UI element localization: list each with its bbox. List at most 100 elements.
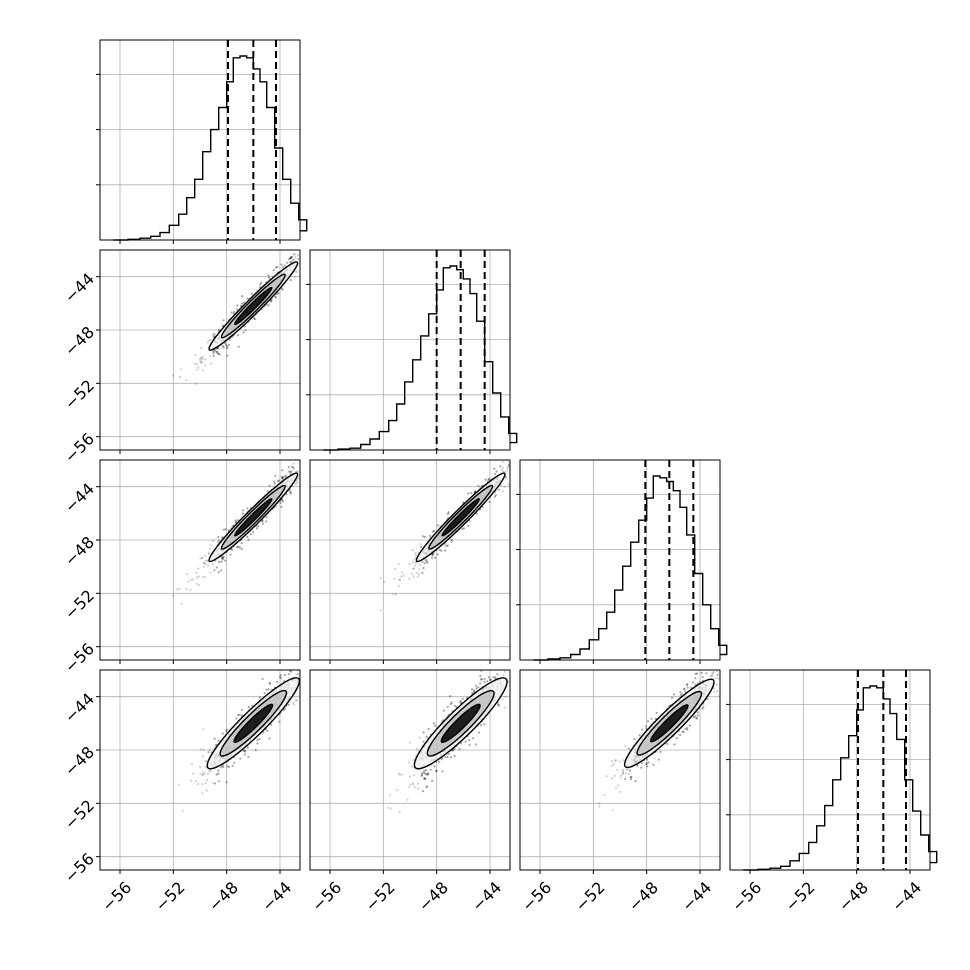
scatter-point: [709, 675, 712, 678]
scatter-point: [265, 688, 268, 691]
scatter-point: [479, 674, 482, 678]
scatter-point: [288, 489, 291, 492]
scatter-point: [630, 775, 633, 779]
scatter-point: [289, 257, 292, 260]
scatter-point: [525, 664, 527, 666]
scatter-point: [423, 777, 426, 780]
scatter-point: [249, 533, 252, 536]
scatter-point: [213, 569, 216, 572]
scatter-point: [290, 670, 293, 673]
scatter-point: [707, 664, 709, 666]
scatter-point: [693, 715, 696, 718]
scatter-point: [224, 528, 227, 531]
scatter-point: [433, 529, 436, 533]
scatter-point: [296, 672, 300, 676]
density-contour-2: [440, 703, 481, 744]
x-tick-label: −44: [888, 878, 925, 915]
scatter-point: [426, 785, 429, 788]
scatter-point: [206, 341, 209, 344]
scatter-point: [675, 737, 679, 740]
scatter-point: [226, 354, 229, 357]
scatter-point: [258, 737, 261, 741]
scatter-point: [308, 673, 310, 675]
scatter-point: [201, 556, 204, 559]
scatter-point: [529, 454, 531, 456]
scatter-point: [488, 500, 491, 504]
scatter-point: [616, 768, 619, 772]
scatter-point: [227, 343, 231, 346]
scatter-point: [423, 777, 426, 780]
scatter-point: [408, 775, 411, 778]
panel-frame: [519, 459, 721, 661]
scatter-point: [235, 308, 239, 311]
scatter-point: [239, 757, 242, 760]
scatter-point: [716, 664, 718, 666]
scatter-point: [238, 546, 242, 549]
scatter-point: [237, 345, 240, 348]
scatter-point: [312, 242, 314, 244]
scatter-point: [531, 463, 533, 465]
scatter-point: [480, 724, 483, 727]
scatter-point: [500, 468, 503, 471]
scatter-point: [454, 704, 457, 708]
scatter-panel-3-0: [99, 661, 315, 871]
scatter-point: [275, 296, 278, 299]
scatter-point: [627, 746, 630, 750]
scatter-points: [379, 450, 533, 612]
x-tick-label: −56: [518, 878, 555, 915]
scatter-point: [446, 512, 449, 516]
scatter-point: [194, 780, 198, 783]
scatter-point: [222, 765, 225, 768]
scatter-point: [477, 731, 481, 734]
scatter-point: [510, 450, 512, 452]
scatter-point: [242, 749, 245, 752]
scatter-point: [646, 758, 649, 761]
scatter-point: [178, 587, 181, 590]
scatter-point: [205, 789, 208, 792]
scatter-point: [256, 742, 259, 745]
scatter-point: [413, 774, 416, 777]
x-tick-label: −48: [415, 878, 452, 915]
scatter-point: [400, 571, 404, 574]
scatter-point: [713, 690, 716, 694]
scatter-point: [313, 661, 315, 663]
scatter-point: [242, 301, 246, 304]
scatter-point: [289, 279, 292, 282]
scatter-point: [711, 671, 714, 674]
scatter-point: [180, 368, 183, 371]
scatter-point: [274, 474, 277, 477]
scatter-point: [507, 464, 510, 467]
scatter-point: [294, 270, 297, 273]
scatter-point: [221, 324, 224, 327]
scatter-point: [468, 744, 471, 747]
scatter-point: [258, 696, 261, 699]
scatter-point: [236, 334, 239, 337]
scatter-point: [218, 353, 221, 356]
x-tick-label: −44: [258, 878, 295, 915]
scatter-point: [270, 300, 273, 303]
scatter-point: [213, 737, 216, 740]
scatter-point: [215, 350, 218, 353]
y-tick-label: −48: [61, 743, 98, 780]
scatter-point: [247, 755, 250, 759]
x-tick-label: −48: [205, 878, 242, 915]
scatter-point: [421, 571, 424, 575]
scatter-point: [393, 577, 396, 580]
scatter-point: [418, 573, 421, 576]
scatter-point: [209, 770, 212, 773]
scatter-point: [202, 748, 205, 751]
scatter-point: [203, 562, 206, 565]
scatter-point: [417, 787, 420, 790]
scatter-point: [279, 674, 282, 677]
scatter-point: [274, 295, 277, 298]
scatter-point: [435, 769, 438, 773]
scatter-point: [266, 490, 269, 493]
scatter-point: [261, 677, 264, 681]
scatter-point: [222, 319, 225, 322]
scatter-point: [208, 355, 212, 358]
y-tick-label: −48: [61, 533, 98, 570]
scatter-point: [225, 729, 228, 733]
scatter-point: [290, 255, 293, 259]
scatter-point: [727, 678, 729, 680]
scatter-point: [421, 772, 424, 775]
